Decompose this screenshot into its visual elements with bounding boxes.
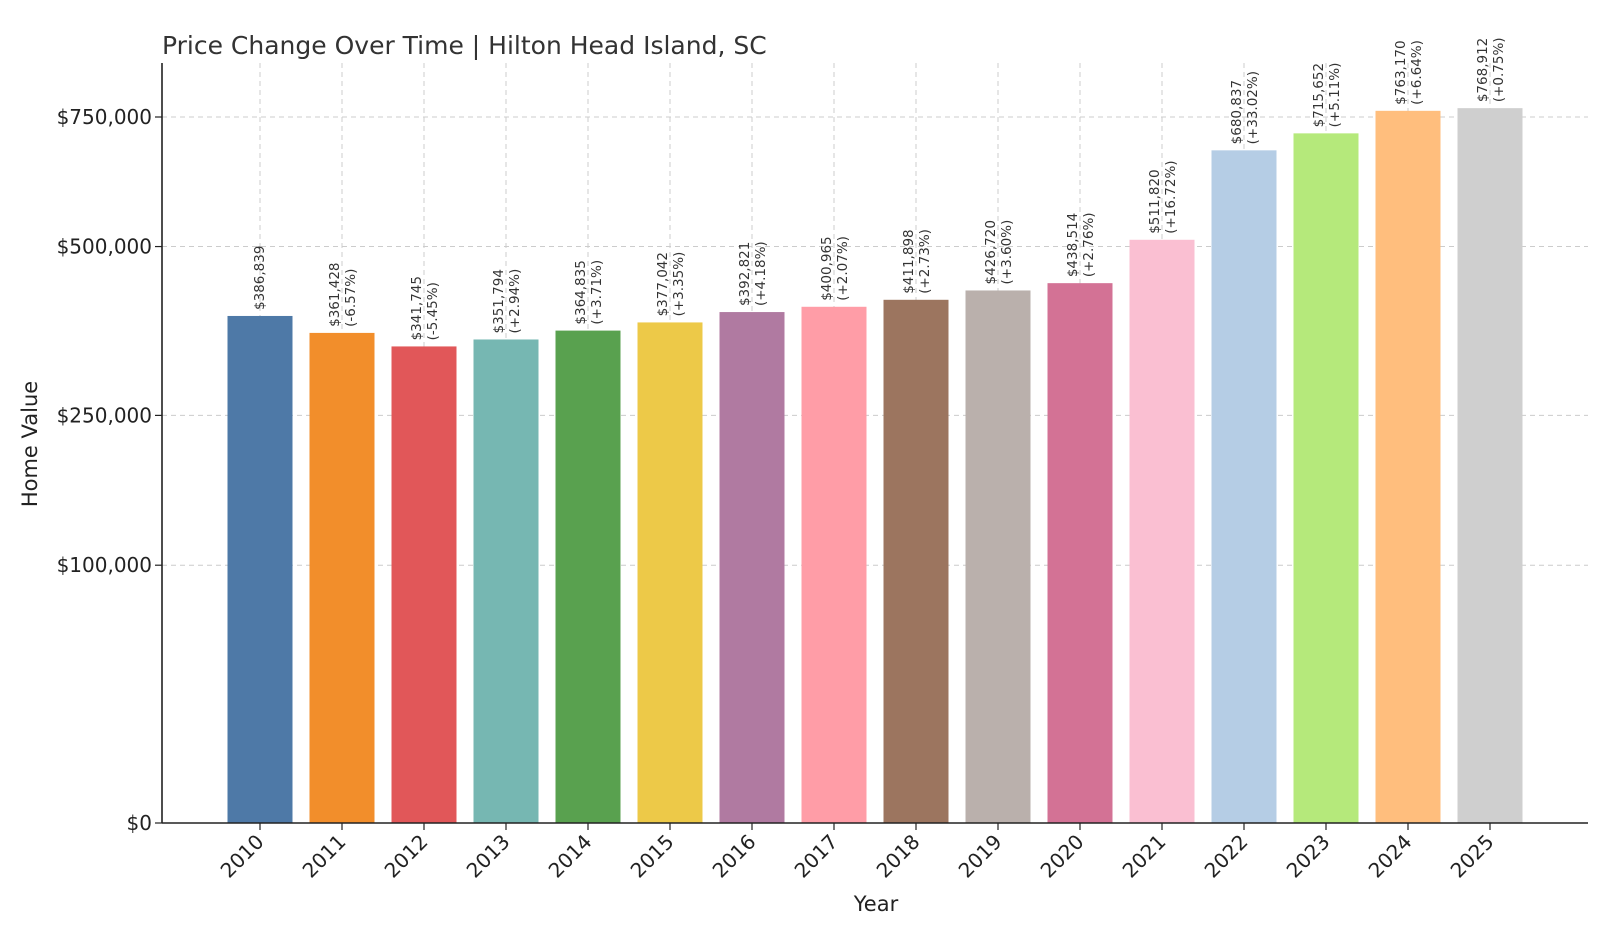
bar-2014 (555, 330, 621, 823)
x-tick-label: 2010 (216, 830, 269, 883)
data-label-2025: $768,912 (+0.75%) (1475, 37, 1507, 102)
data-label-2021: $511,820 (+16.72%) (1147, 160, 1179, 233)
chart-title: Price Change Over Time | Hilton Head Isl… (162, 31, 767, 60)
data-label-2010: $386,839 (252, 246, 268, 310)
change-label: (+3.35%) (671, 252, 687, 317)
y-tick-label: $500,000 (57, 235, 152, 259)
x-tick-label: 2023 (1282, 830, 1335, 883)
value-label: $341,745 (409, 276, 425, 340)
x-tick-label: 2015 (626, 830, 679, 883)
bar-2016 (719, 312, 785, 823)
bar-2024 (1375, 110, 1441, 823)
data-label-2024: $763,170 (+6.64%) (1393, 40, 1425, 105)
change-label: (+2.94%) (507, 269, 523, 334)
data-label-2023: $715,652 (+5.11%) (1311, 63, 1343, 128)
data-label-2020: $438,514 (+2.76%) (1065, 212, 1097, 277)
bar-2011 (309, 332, 375, 823)
x-tick-label: 2020 (1036, 830, 1089, 883)
change-label: (+33.02%) (1245, 71, 1261, 144)
data-label-2012: $341,745 (-5.45%) (409, 276, 441, 340)
x-tick-label: 2025 (1446, 830, 1499, 883)
x-tick-label: 2017 (790, 830, 843, 883)
value-label: $411,898 (901, 229, 917, 293)
bar-2022 (1211, 150, 1277, 823)
data-label-2011: $361,428 (-6.57%) (327, 262, 359, 326)
change-label: (+2.76%) (1081, 212, 1097, 277)
bar-2020 (1047, 283, 1113, 824)
data-label-2019: $426,720 (+3.60%) (983, 220, 1015, 285)
x-tick-label: 2019 (954, 830, 1007, 883)
value-label: $400,965 (819, 236, 835, 300)
x-tick-label: 2021 (1118, 830, 1171, 883)
change-label: (+3.71%) (589, 260, 605, 325)
change-label: (+2.07%) (835, 236, 851, 301)
x-tick-label: 2011 (298, 830, 351, 883)
data-label-2016: $392,821 (+4.18%) (737, 241, 769, 306)
bar-2019 (965, 290, 1031, 824)
data-label-2013: $351,794 (+2.94%) (491, 269, 523, 334)
y-tick-label: $250,000 (57, 403, 152, 427)
bars-layer (227, 108, 1523, 824)
change-label: (-5.45%) (425, 282, 441, 340)
x-tick-label: 2014 (544, 830, 597, 883)
x-tick-label: 2013 (462, 830, 515, 883)
change-label: (+2.73%) (917, 229, 933, 294)
value-label: $715,652 (1311, 63, 1327, 127)
value-label: $426,720 (983, 220, 999, 284)
bar-2021 (1129, 239, 1195, 824)
x-tick-label: 2022 (1200, 830, 1253, 883)
bar-2018 (883, 299, 949, 823)
value-label: $364,835 (573, 260, 589, 324)
grid-layer (162, 63, 1588, 823)
bar-2010 (227, 315, 293, 823)
change-label: (-6.57%) (343, 269, 359, 327)
data-label-2022: $680,837 (+33.02%) (1229, 71, 1261, 144)
value-label: $361,428 (327, 262, 343, 326)
y-tick-label: $750,000 (57, 105, 152, 129)
y-tick-label: $0 (127, 811, 152, 835)
value-label: $680,837 (1229, 80, 1245, 144)
value-label: $351,794 (491, 269, 507, 333)
x-axis-title: Year (853, 892, 899, 916)
value-label: $386,839 (252, 246, 268, 310)
change-label: (+5.11%) (1327, 63, 1343, 128)
data-label-2015: $377,042 (+3.35%) (655, 252, 687, 317)
value-label: $392,821 (737, 242, 753, 306)
y-tick-label: $100,000 (57, 553, 152, 577)
bar-2023 (1293, 133, 1359, 824)
bar-2017 (801, 306, 867, 823)
bar-2012 (391, 346, 457, 823)
change-label: (+6.64%) (1409, 40, 1425, 105)
data-label-2014: $364,835 (+3.71%) (573, 260, 605, 325)
bar-2015 (637, 322, 703, 823)
bar-2025 (1457, 108, 1523, 823)
change-label: (+0.75%) (1491, 37, 1507, 102)
change-label: (+4.18%) (753, 241, 769, 306)
value-label: $763,170 (1393, 40, 1409, 104)
bar-2013 (473, 339, 539, 823)
value-label: $438,514 (1065, 213, 1081, 277)
value-label: $511,820 (1147, 169, 1163, 233)
change-label: (+16.72%) (1163, 160, 1179, 233)
x-tick-label: 2012 (380, 830, 433, 883)
data-labels-layer: $386,839 $361,428 (-6.57%) $341,745 (-5.45%)… (252, 37, 1507, 340)
value-label: $768,912 (1475, 38, 1491, 102)
y-axis-title: Home Value (18, 381, 42, 507)
value-label: $377,042 (655, 252, 671, 316)
x-tick-label: 2016 (708, 830, 761, 883)
x-tick-label: 2024 (1364, 830, 1417, 883)
change-label: (+3.60%) (999, 220, 1015, 285)
data-label-2017: $400,965 (+2.07%) (819, 236, 851, 301)
axes-layer (161, 63, 1588, 824)
x-tick-label: 2018 (872, 830, 925, 883)
data-label-2018: $411,898 (+2.73%) (901, 229, 933, 294)
